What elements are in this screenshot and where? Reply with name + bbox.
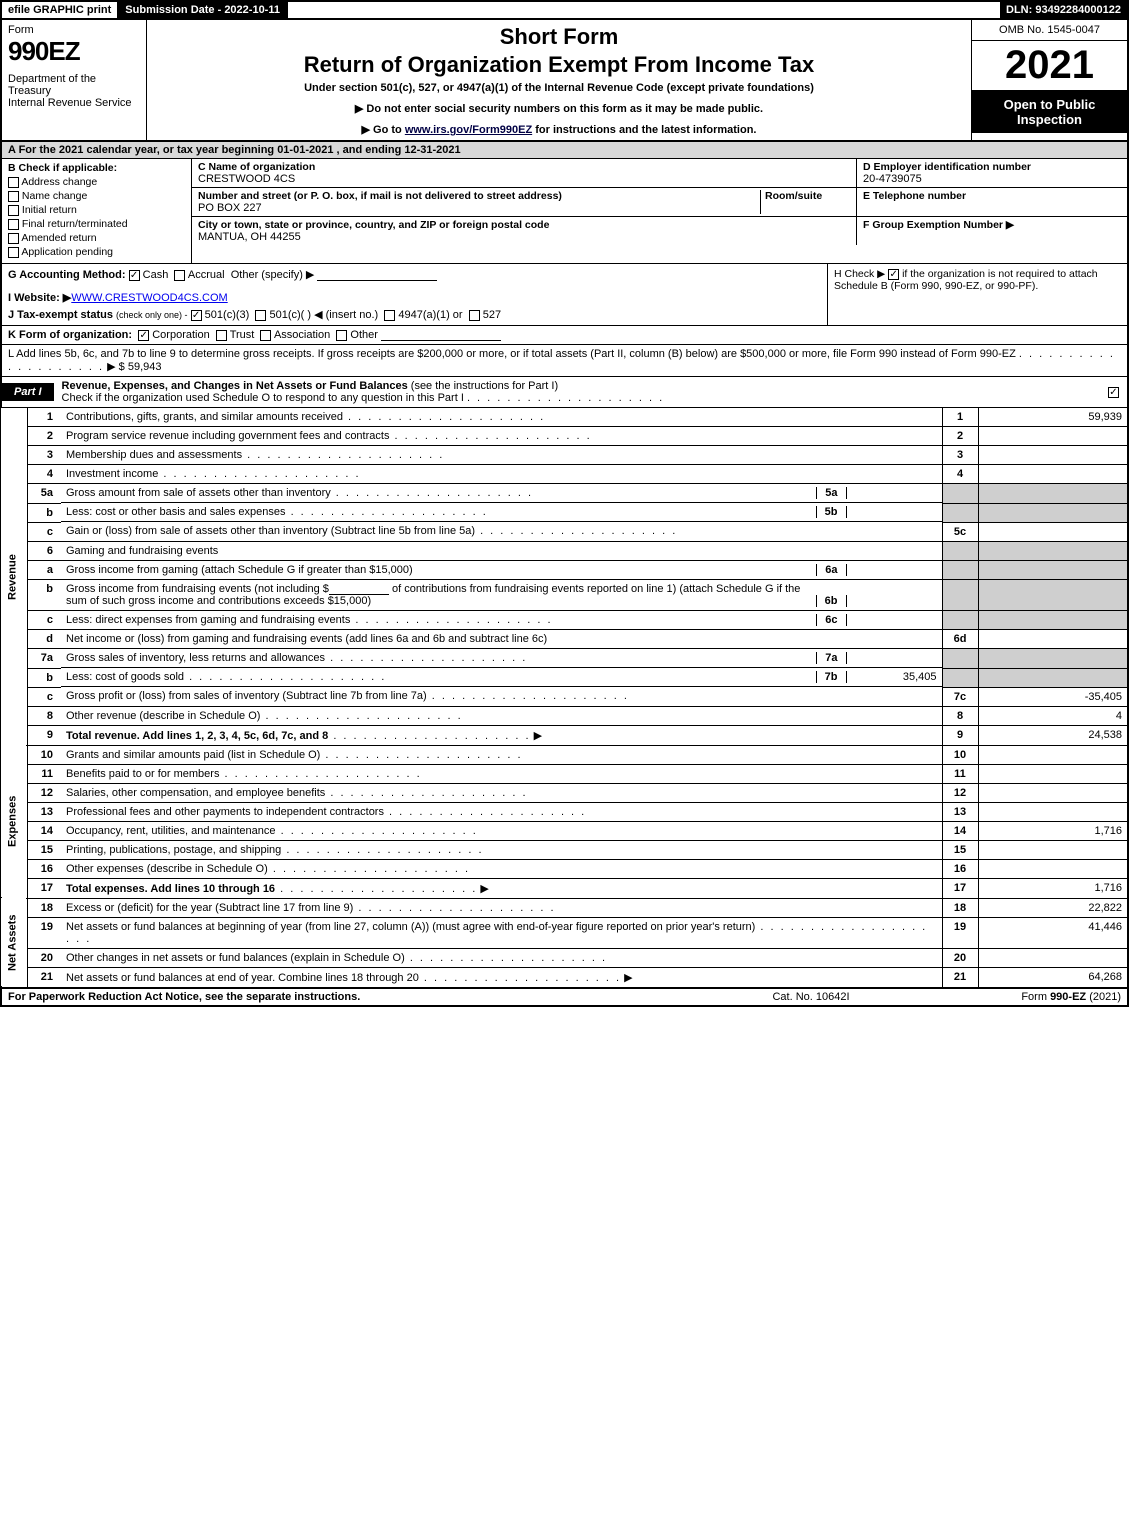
chk-initial-return[interactable]: Initial return [8, 204, 185, 216]
line-19-value: 41,446 [978, 917, 1128, 948]
tax-year: 2021 [972, 41, 1127, 91]
label-room: Room/suite [765, 190, 850, 202]
section-g: G Accounting Method: Cash Accrual Other … [8, 268, 821, 281]
line-18-value: 22,822 [978, 898, 1128, 917]
chk-other-org[interactable] [336, 330, 347, 341]
chk-corporation[interactable] [138, 330, 149, 341]
chk-association[interactable] [260, 330, 271, 341]
label-f-group: F Group Exemption Number ▶ [863, 219, 1121, 231]
submission-date: Submission Date - 2022-10-11 [119, 2, 288, 18]
omb-number: OMB No. 1545-0047 [972, 20, 1127, 41]
section-i: I Website: ▶WWW.CRESTWOOD4CS.COM [8, 291, 821, 304]
line-17-value: 1,716 [978, 878, 1128, 898]
cat-no: Cat. No. 10642I [701, 991, 921, 1003]
note-ssn: ▶ Do not enter social security numbers o… [153, 102, 965, 115]
chk-address-change[interactable]: Address change [8, 176, 185, 188]
title-short-form: Short Form [153, 24, 965, 50]
line-14-value: 1,716 [978, 821, 1128, 840]
sidebar-expenses: Expenses [1, 745, 27, 898]
label-c-name: C Name of organization [198, 161, 850, 173]
title-sub: Under section 501(c), 527, or 4947(a)(1)… [153, 82, 965, 94]
chk-501c[interactable] [255, 310, 266, 321]
chk-final-return[interactable]: Final return/terminated [8, 218, 185, 230]
line-21-value: 64,268 [978, 967, 1128, 987]
chk-trust[interactable] [216, 330, 227, 341]
org-name: CRESTWOOD 4CS [198, 173, 850, 185]
line-7c-value: -35,405 [978, 687, 1128, 706]
street-value: PO BOX 227 [198, 202, 760, 214]
gross-receipts: 59,943 [128, 361, 162, 373]
form-ref: Form 990-EZ (2021) [921, 991, 1121, 1003]
section-a-tax-year: A For the 2021 calendar year, or tax yea… [0, 142, 1129, 159]
chk-name-change[interactable]: Name change [8, 190, 185, 202]
line-7b-value: 35,405 [847, 671, 937, 683]
label-street: Number and street (or P. O. box, if mail… [198, 190, 760, 202]
section-k: K Form of organization: Corporation Trus… [0, 326, 1129, 345]
chk-schedule-o[interactable] [1108, 387, 1119, 398]
irs-link[interactable]: www.irs.gov/Form990EZ [405, 124, 532, 136]
chk-4947[interactable] [384, 310, 395, 321]
department: Department of the Treasury Internal Reve… [8, 73, 140, 109]
section-g-h: G Accounting Method: Cash Accrual Other … [0, 264, 1129, 326]
line-1-value: 59,939 [978, 408, 1128, 427]
website-link[interactable]: WWW.CRESTWOOD4CS.COM [71, 292, 227, 304]
open-to-public-badge: Open to Public Inspection [972, 91, 1127, 133]
label-e-phone: E Telephone number [863, 190, 1121, 202]
note-goto: ▶ Go to www.irs.gov/Form990EZ for instru… [153, 123, 965, 136]
chk-accrual[interactable] [174, 270, 185, 281]
sidebar-revenue: Revenue [1, 408, 27, 745]
part-1-tag: Part I [2, 383, 54, 401]
line-8-value: 4 [978, 706, 1128, 725]
line-items-table: Revenue 1Contributions, gifts, grants, a… [0, 408, 1129, 988]
section-l: L Add lines 5b, 6c, and 7b to line 9 to … [0, 345, 1129, 377]
efile-print[interactable]: efile GRAPHIC print [2, 2, 119, 18]
form-label: Form [8, 24, 140, 36]
chk-amended-return[interactable]: Amended return [8, 232, 185, 244]
line-9-value: 24,538 [978, 725, 1128, 745]
ein-value: 20-4739075 [863, 173, 1121, 185]
part-1-header: Part I Revenue, Expenses, and Changes in… [0, 377, 1129, 408]
form-number: 990EZ [8, 36, 140, 67]
chk-application-pending[interactable]: Application pending [8, 246, 185, 258]
dln: DLN: 93492284000122 [1000, 2, 1127, 18]
title-return: Return of Organization Exempt From Incom… [153, 52, 965, 78]
top-bar: efile GRAPHIC print Submission Date - 20… [0, 0, 1129, 20]
chk-cash[interactable] [129, 270, 140, 281]
paperwork-notice: For Paperwork Reduction Act Notice, see … [8, 991, 701, 1003]
chk-schedule-b[interactable] [888, 269, 899, 280]
chk-501c3[interactable] [191, 310, 202, 321]
city-value: MANTUA, OH 44255 [198, 231, 850, 243]
chk-527[interactable] [469, 310, 480, 321]
section-j: J Tax-exempt status (check only one) - 5… [8, 308, 821, 321]
label-d-ein: D Employer identification number [863, 161, 1121, 173]
label-city: City or town, state or province, country… [198, 219, 850, 231]
section-h: H Check ▶ if the organization is not req… [827, 264, 1127, 325]
section-b-to-f: B Check if applicable: Address change Na… [0, 159, 1129, 264]
page-footer: For Paperwork Reduction Act Notice, see … [0, 988, 1129, 1007]
sidebar-net-assets: Net Assets [1, 898, 27, 987]
section-b: B Check if applicable: Address change Na… [2, 159, 192, 263]
form-header: Form 990EZ Department of the Treasury In… [0, 20, 1129, 142]
